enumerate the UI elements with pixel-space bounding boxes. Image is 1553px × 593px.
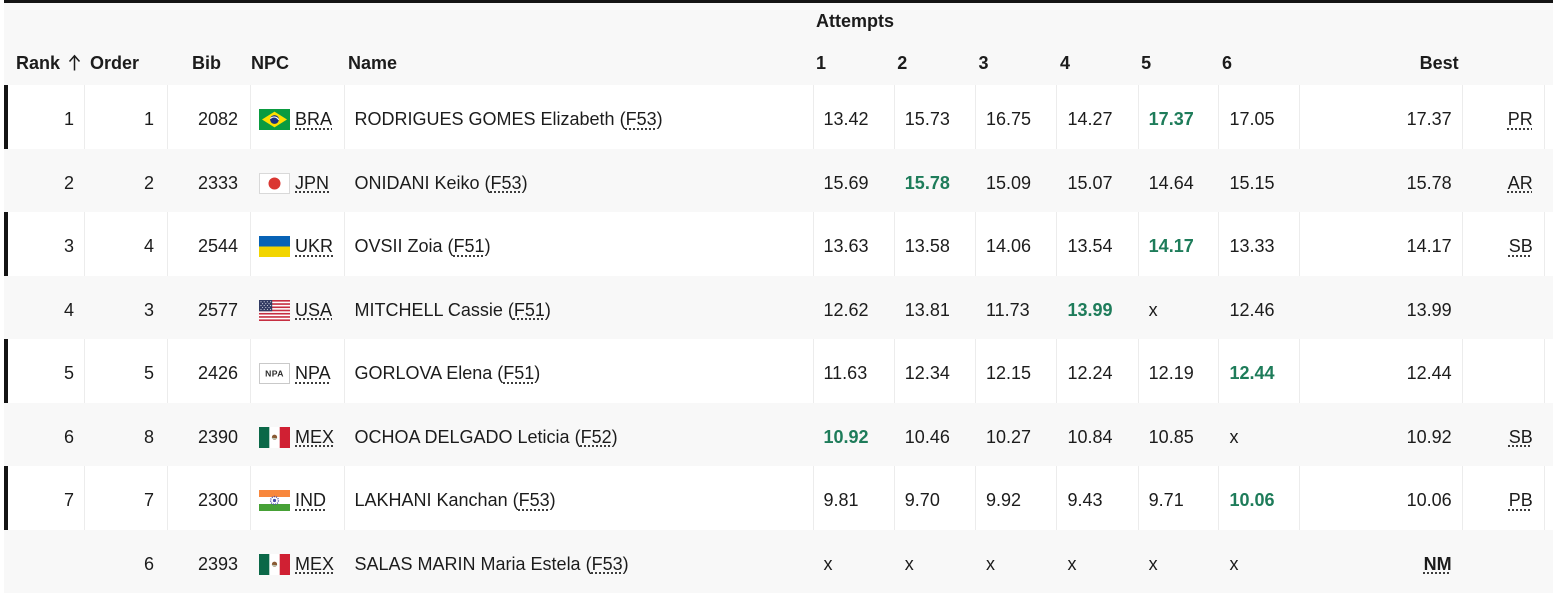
svg-text:NPA: NPA bbox=[265, 369, 284, 379]
